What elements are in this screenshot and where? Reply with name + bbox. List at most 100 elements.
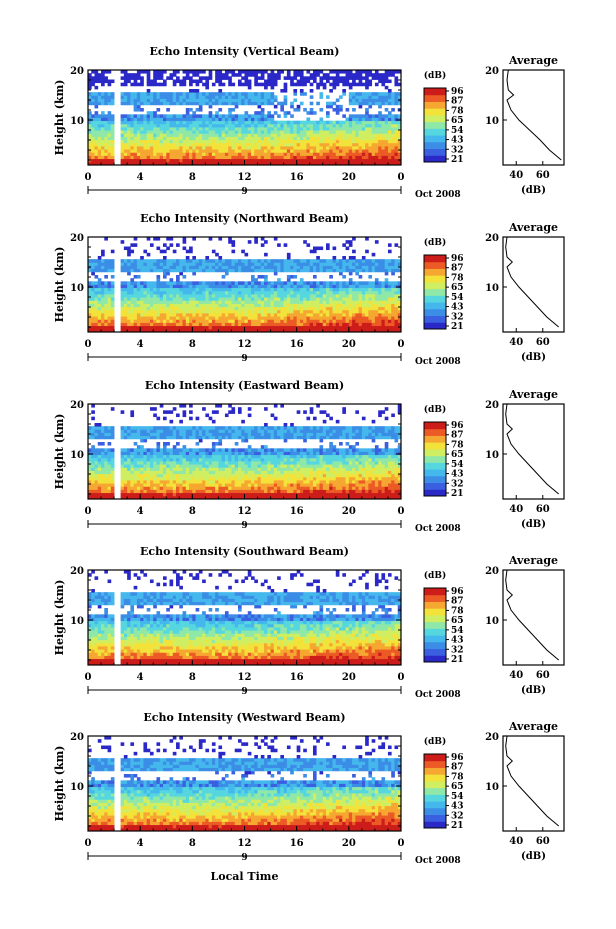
panel-2: Echo Intensity (Northward Beam) Height (k…	[53, 212, 565, 367]
average-y-tick: 20	[485, 66, 499, 77]
colorbar-tick-label: 96	[451, 587, 464, 597]
x-tick-label: 20	[342, 672, 356, 683]
average-x-tick: 60	[536, 670, 550, 681]
y-axis-label: Height (km)	[53, 80, 66, 156]
y-axis-label: Height (km)	[53, 746, 66, 822]
average-y-tick: 10	[485, 283, 499, 294]
average-title: Average	[508, 720, 558, 733]
colorbar-unit: (dB)	[424, 736, 446, 747]
average-y-tick: 20	[485, 400, 499, 411]
y-axis-label: Height (km)	[53, 580, 66, 656]
average-x-tick: 60	[536, 836, 550, 847]
colorbar-tick-label: 43	[451, 636, 464, 646]
colorbar-tick-label: 65	[451, 450, 464, 460]
x-tick-label: 0	[398, 172, 405, 183]
average-y-tick: 10	[485, 616, 499, 627]
colorbar-tick-label: 65	[451, 782, 464, 792]
heatmap-field	[88, 237, 402, 333]
colorbar-tick-label: 87	[451, 597, 464, 607]
x-axis-label: Local Time	[211, 870, 279, 883]
average-y-tick: 20	[485, 566, 499, 577]
average-line	[505, 403, 560, 495]
x-tick-label: 16	[290, 838, 304, 849]
average-line	[505, 735, 560, 827]
date-label: Oct 2008	[415, 690, 461, 700]
x-tick-label: 16	[290, 506, 304, 517]
colorbar-tick-label: 87	[451, 431, 464, 441]
colorbar-tick-label: 96	[451, 87, 464, 97]
colorbar-tick-label: 32	[451, 811, 464, 821]
x-tick-label: 16	[290, 339, 304, 350]
average-profile: Average 10 20 40 60 (dB)	[485, 720, 565, 862]
average-x-tick: 60	[536, 170, 550, 181]
x-tick-label: 4	[137, 172, 144, 183]
colorbar-tick-label: 78	[451, 273, 464, 283]
average-x-tick: 40	[509, 170, 523, 181]
x-tick-label: 4	[137, 672, 144, 683]
colorbar-tick-label: 96	[451, 254, 464, 264]
x-tick-label: 12	[238, 339, 252, 350]
x-tick-label: 4	[137, 838, 144, 849]
panel-1: Echo Intensity (Vertical Beam) Height (km…	[53, 45, 565, 200]
day-marker: 9	[241, 187, 247, 197]
heatmap-field	[88, 570, 402, 666]
average-unit: (dB)	[521, 685, 546, 696]
y-tick-label: 20	[70, 66, 84, 77]
colorbar-tick-label: 43	[451, 470, 464, 480]
heatmap-field	[88, 70, 402, 166]
average-unit: (dB)	[521, 519, 546, 530]
colorbar-tick-label: 78	[451, 440, 464, 450]
x-tick-label: 0	[398, 838, 405, 849]
x-tick-label: 0	[85, 838, 92, 849]
colorbar-tick-label: 54	[451, 626, 464, 636]
panel-title: Echo Intensity (Eastward Beam)	[145, 379, 344, 392]
x-tick-label: 8	[189, 506, 196, 517]
day-marker: 9	[241, 687, 247, 697]
colorbar-tick-label: 54	[451, 792, 464, 802]
colorbar-tick-label: 32	[451, 645, 464, 655]
y-tick-label: 20	[70, 732, 84, 743]
colorbar-tick-label: 65	[451, 283, 464, 293]
colorbar-tick-label: 43	[451, 802, 464, 812]
colorbar-unit: (dB)	[424, 237, 446, 248]
colorbar-tick-label: 78	[451, 606, 464, 616]
y-tick-label: 10	[70, 283, 84, 294]
average-unit: (dB)	[521, 185, 546, 196]
x-tick-label: 20	[342, 838, 356, 849]
panel-title: Echo Intensity (Southward Beam)	[140, 545, 349, 558]
day-marker: 9	[241, 354, 247, 364]
average-unit: (dB)	[521, 851, 546, 862]
y-tick-label: 10	[70, 782, 84, 793]
average-profile: Average 10 20 40 60 (dB)	[485, 221, 565, 363]
colorbar-tick-label: 32	[451, 479, 464, 489]
colorbar-unit: (dB)	[424, 570, 446, 581]
date-label: Oct 2008	[415, 856, 461, 866]
average-unit: (dB)	[521, 352, 546, 363]
x-tick-label: 16	[290, 672, 304, 683]
average-title: Average	[508, 221, 558, 234]
panel-5: Echo Intensity (Westward Beam) Height (km…	[53, 711, 565, 866]
colorbar-tick-label: 21	[451, 155, 464, 165]
y-tick-label: 10	[70, 616, 84, 627]
panel-3: Echo Intensity (Eastward Beam) Height (km…	[53, 379, 565, 534]
colorbar-tick-label: 21	[451, 322, 464, 332]
x-tick-label: 4	[137, 506, 144, 517]
colorbar-tick-label: 65	[451, 116, 464, 126]
x-tick-label: 20	[342, 339, 356, 350]
panel-title: Echo Intensity (Westward Beam)	[143, 711, 345, 724]
x-tick-label: 8	[189, 172, 196, 183]
colorbar-tick-label: 32	[451, 312, 464, 322]
colorbar-tick-label: 78	[451, 106, 464, 116]
x-tick-label: 20	[342, 506, 356, 517]
heatmap-field	[88, 404, 402, 500]
average-x-tick: 40	[509, 504, 523, 515]
x-tick-label: 0	[85, 172, 92, 183]
average-title: Average	[508, 388, 558, 401]
average-title: Average	[508, 554, 558, 567]
panel-title: Echo Intensity (Vertical Beam)	[149, 45, 339, 58]
y-tick-label: 10	[70, 116, 84, 127]
date-label: Oct 2008	[415, 190, 461, 200]
average-x-tick: 60	[536, 504, 550, 515]
